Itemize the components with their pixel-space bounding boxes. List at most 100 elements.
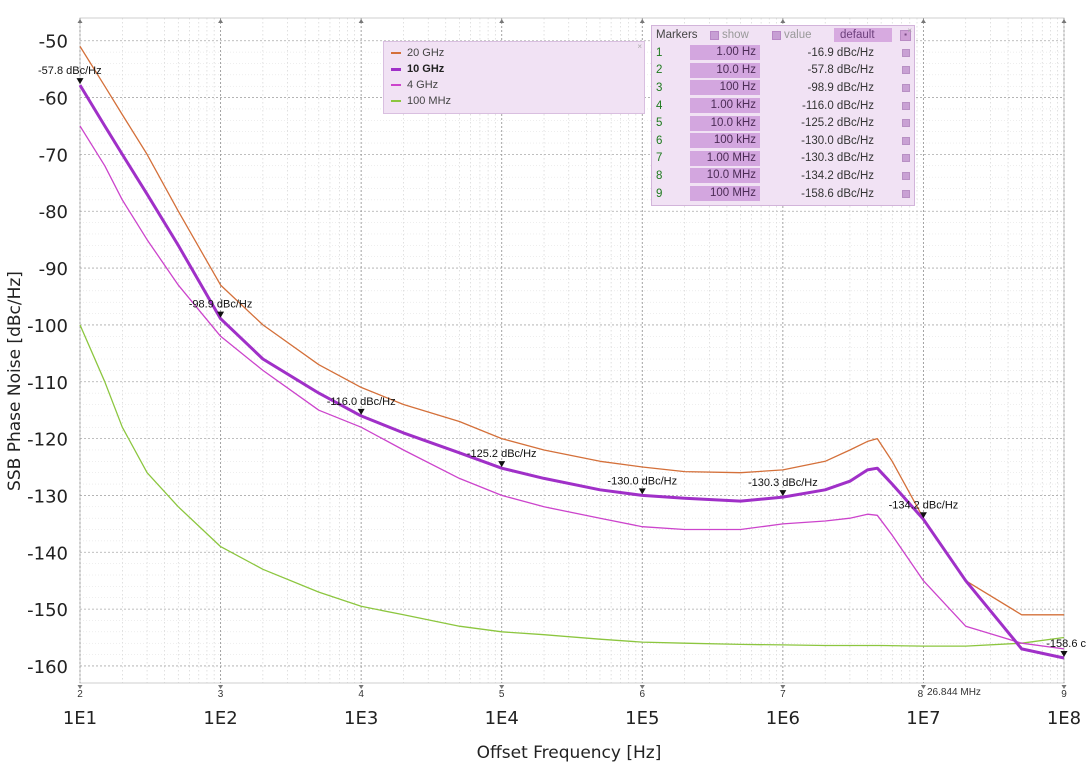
marker-row[interactable]: 1 1.00 Hz -16.9 dBc/Hz	[652, 44, 914, 62]
marker-frequency-field[interactable]: 1.00 Hz	[690, 45, 760, 61]
marker-triangle	[76, 78, 84, 85]
marker-row[interactable]: 5 10.0 kHz -125.2 dBc/Hz	[652, 114, 914, 132]
legend-item[interactable]: 4 GHz	[388, 77, 644, 93]
marker-triangle	[779, 490, 787, 497]
marker-frequency-field[interactable]: 10.0 kHz	[690, 115, 760, 131]
marker-row[interactable]: 3 100 Hz -98.9 dBc/Hz	[652, 79, 914, 97]
series-line-10-ghz	[78, 84, 1065, 660]
marker-label: -125.2 dBc/Hz	[467, 448, 537, 460]
markers-close-icon[interactable]: ▪	[900, 29, 911, 41]
marker-number: 4	[656, 99, 663, 112]
decade-top-marker	[639, 19, 645, 23]
decade-number: 4	[358, 689, 364, 700]
series-lines	[78, 46, 1065, 660]
marker-frequency-field[interactable]: 100 MHz	[690, 186, 760, 202]
x-axis-ticks: 1E1 2 1E2 3 1E3 4 1E4 5 1E5 6 1E6 7 1E7 8 1E8 9	[63, 19, 1081, 729]
decade-tick-marker	[1061, 685, 1067, 689]
marker-frequency-field[interactable]: 10.0 Hz	[690, 62, 760, 78]
legend-swatch	[391, 67, 401, 71]
marker-remove-icon[interactable]	[902, 189, 910, 198]
marker-value: -116.0 dBc/Hz	[801, 99, 874, 112]
x-tick-label: 1E6	[766, 708, 800, 729]
decade-top-marker	[920, 19, 926, 23]
decade-tick-marker	[77, 685, 83, 689]
marker-remove-icon[interactable]	[902, 171, 910, 180]
x-tick-label: 1E7	[906, 708, 940, 729]
x-tick-label: 1E5	[625, 708, 659, 729]
y-tick-label: -110	[27, 373, 68, 394]
decade-number: 7	[780, 689, 786, 700]
y-tick-label: -90	[39, 259, 68, 280]
marker-value: -130.3 dBc/Hz	[801, 152, 874, 165]
marker-row[interactable]: 8 10.0 MHz -134.2 dBc/Hz	[652, 167, 914, 185]
x-tick-label: 1E3	[344, 708, 378, 729]
markers-panel: × Markers show value default ▪ 1 1.00 Hz -…	[651, 25, 915, 206]
default-button[interactable]: default	[834, 28, 892, 42]
marker-number: 1	[656, 46, 663, 59]
marker-label: -130.3 dBc/Hz	[748, 477, 818, 489]
marker-frequency-field[interactable]: 100 kHz	[690, 133, 760, 149]
y-tick-label: -160	[27, 657, 68, 678]
cursor-readout: 26.844 MHz	[927, 687, 981, 698]
marker-remove-icon[interactable]	[902, 136, 910, 145]
plot-area	[79, 17, 1065, 684]
legend-item[interactable]: 20 GHz	[388, 45, 644, 61]
marker-row[interactable]: 2 10.0 Hz -57.8 dBc/Hz	[652, 62, 914, 80]
show-checkbox-icon[interactable]	[710, 30, 719, 40]
marker-remove-icon[interactable]	[902, 48, 910, 57]
marker-triangle	[1060, 650, 1068, 657]
marker-value: -130.0 dBc/Hz	[801, 134, 874, 147]
marker-remove-icon[interactable]	[902, 101, 910, 110]
marker-row[interactable]: 7 1.00 MHz -130.3 dBc/Hz	[652, 150, 914, 168]
marker-number: 8	[656, 169, 663, 182]
y-tick-label: -80	[39, 202, 68, 223]
decade-top-marker	[358, 19, 364, 23]
marker-triangle	[919, 512, 927, 519]
value-toggle[interactable]: value	[772, 29, 834, 41]
marker-label: -158.6 c	[1046, 638, 1086, 650]
decade-tick-marker	[218, 685, 224, 689]
decade-number: 5	[499, 689, 505, 700]
value-label: value	[784, 29, 812, 41]
marker-value: -98.9 dBc/Hz	[807, 81, 874, 94]
marker-row[interactable]: 6 100 kHz -130.0 dBc/Hz	[652, 132, 914, 150]
marker-frequency-field[interactable]: 1.00 MHz	[690, 150, 760, 166]
marker-frequency-field[interactable]: 100 Hz	[690, 80, 760, 96]
markers-resize-icon[interactable]: ×	[907, 26, 912, 35]
marker-frequency-field[interactable]: 1.00 kHz	[690, 98, 760, 114]
series-line-100-mhz	[79, 324, 1065, 647]
legend-item[interactable]: 100 MHz	[388, 93, 644, 109]
marker-remove-icon[interactable]	[902, 119, 910, 128]
legend-item[interactable]: 10 GHz	[388, 61, 644, 77]
x-tick-label: 1E1	[63, 708, 97, 729]
marker-triangle	[498, 461, 506, 468]
decade-top-marker	[218, 19, 224, 23]
marker-remove-icon[interactable]	[902, 66, 910, 75]
marker-label: -116.0 dBc/Hz	[327, 396, 396, 408]
marker-remove-icon[interactable]	[902, 83, 910, 92]
y-axis-title: SSB Phase Noise [dBc/Hz]	[5, 271, 25, 491]
marker-triangle	[638, 488, 646, 495]
marker-label: -98.9 dBc/Hz	[189, 299, 253, 311]
legend-close-icon[interactable]: ×	[637, 42, 642, 51]
value-checkbox-icon[interactable]	[772, 30, 781, 40]
marker-triangle	[357, 408, 365, 415]
marker-row[interactable]: 9 100 MHz -158.6 dBc/Hz	[652, 185, 914, 203]
legend-label: 10 GHz	[407, 63, 445, 75]
marker-row[interactable]: 4 1.00 kHz -116.0 dBc/Hz	[652, 97, 914, 115]
show-toggle[interactable]: show	[710, 29, 772, 41]
y-tick-label: -70	[39, 145, 68, 166]
y-tick-label: -150	[27, 600, 68, 621]
y-tick-label: -50	[39, 32, 68, 53]
marker-remove-icon[interactable]	[902, 154, 910, 163]
marker-value: -158.6 dBc/Hz	[801, 187, 874, 200]
series-line-20-ghz	[79, 46, 1064, 616]
marker-number: 7	[656, 152, 663, 165]
marker-number: 3	[656, 81, 663, 94]
decade-number: 3	[218, 689, 224, 700]
marker-frequency-field[interactable]: 10.0 MHz	[690, 168, 760, 184]
marker-number: 2	[656, 64, 663, 77]
legend-label: 4 GHz	[407, 79, 439, 91]
y-tick-label: -120	[27, 430, 68, 451]
